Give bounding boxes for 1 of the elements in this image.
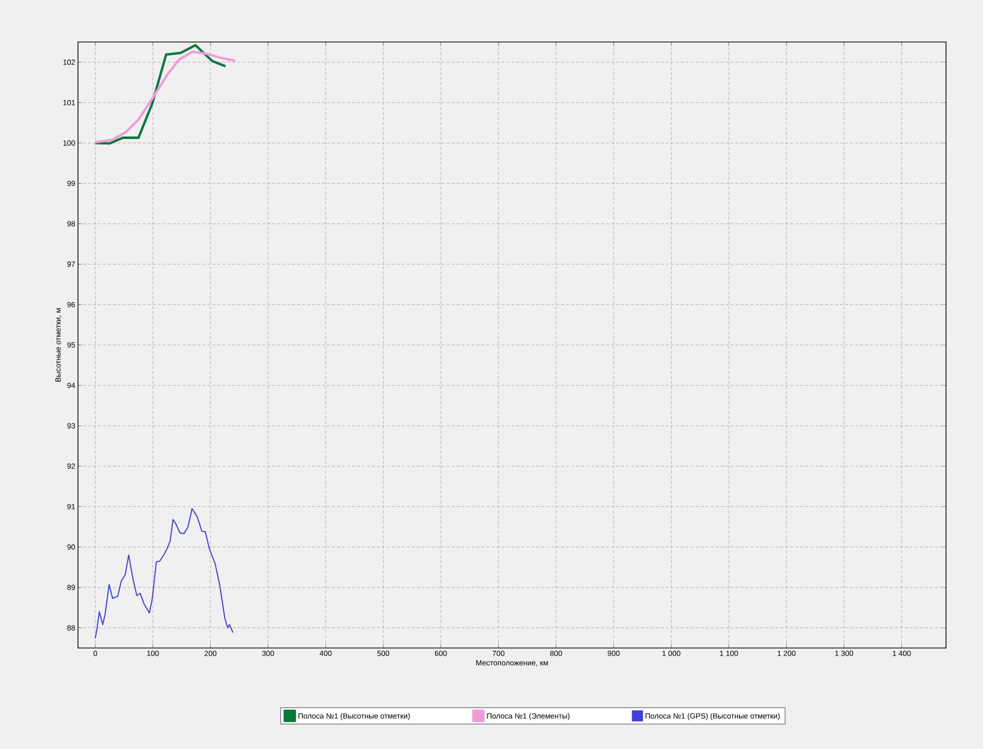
line-series (94, 508, 234, 639)
